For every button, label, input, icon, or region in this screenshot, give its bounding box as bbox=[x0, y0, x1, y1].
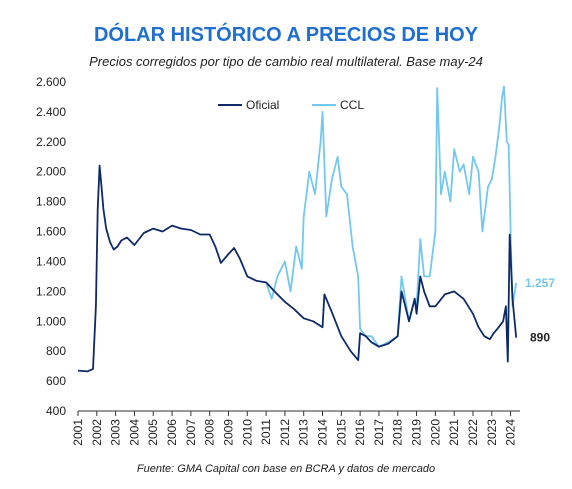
x-tick-label: 2009 bbox=[221, 419, 235, 446]
y-tick-label: 2.600 bbox=[36, 75, 66, 89]
x-tick-label: 2024 bbox=[504, 419, 518, 446]
x-tick-label: 2001 bbox=[71, 419, 85, 446]
y-tick-label: 2.200 bbox=[36, 135, 66, 149]
y-axis: 400 600 800 1.000 1.200 1.400 1.600 1.800 2.000 2… bbox=[36, 75, 66, 418]
y-tick-label: 2.000 bbox=[36, 165, 66, 179]
x-tick-label: 2019 bbox=[410, 419, 424, 446]
y-tick-label: 1.400 bbox=[36, 254, 66, 268]
x-tick-label: 2015 bbox=[334, 419, 348, 446]
x-tick-label: 2016 bbox=[353, 419, 367, 446]
x-tick-label: 2018 bbox=[391, 419, 405, 446]
x-tick-label: 2020 bbox=[428, 419, 442, 446]
y-tick-label: 600 bbox=[46, 374, 66, 388]
x-tick-label: 2012 bbox=[278, 419, 292, 446]
series-line-oficial bbox=[77, 164, 518, 373]
legend-label-oficial: Oficial bbox=[246, 98, 279, 112]
x-tick-label: 2010 bbox=[240, 419, 254, 446]
x-tick-label: 2022 bbox=[466, 419, 480, 446]
end-labels: 1.257 890 bbox=[525, 276, 555, 345]
series-line-ccl bbox=[265, 85, 518, 348]
y-tick-label: 400 bbox=[46, 404, 66, 418]
y-tick-label: 2.400 bbox=[36, 105, 66, 119]
x-tick-label: 2003 bbox=[109, 419, 123, 446]
x-tick-label: 2004 bbox=[127, 419, 141, 446]
chart-source: Fuente: GMA Capital con base en BCRA y d… bbox=[136, 463, 436, 475]
x-tick-label: 2008 bbox=[203, 419, 217, 446]
x-tick-label: 2002 bbox=[90, 419, 104, 446]
end-label-ccl: 1.257 bbox=[525, 276, 555, 290]
x-tick-label: 2017 bbox=[372, 419, 386, 446]
x-tick-label: 2023 bbox=[485, 419, 499, 446]
end-label-oficial: 890 bbox=[530, 331, 550, 345]
chart-subtitle: Precios corregidos por tipo de cambio re… bbox=[89, 54, 483, 69]
y-tick-label: 800 bbox=[46, 344, 66, 358]
x-axis: 2001 2002 2003 2004 2005 2006 2007 2008 2009 2010… bbox=[71, 410, 520, 446]
x-tick-label: 2006 bbox=[165, 419, 179, 446]
legend-label-ccl: CCL bbox=[340, 98, 364, 112]
x-tick-label: 2014 bbox=[316, 419, 330, 446]
series-lines bbox=[77, 85, 518, 373]
y-tick-label: 1.000 bbox=[36, 314, 66, 328]
x-tick-label: 2005 bbox=[146, 419, 160, 446]
y-tick-label: 1.600 bbox=[36, 225, 66, 239]
x-tick-label: 2013 bbox=[297, 419, 311, 446]
x-tick-label: 2021 bbox=[447, 419, 461, 446]
x-tick-label: 2011 bbox=[259, 419, 273, 445]
legend: Oficial CCL bbox=[218, 98, 364, 112]
x-tick-label: 2007 bbox=[184, 419, 198, 446]
y-tick-label: 1.800 bbox=[36, 195, 66, 209]
chart-title: DÓLAR HISTÓRICO A PRECIOS DE HOY bbox=[93, 24, 479, 46]
y-tick-label: 1.200 bbox=[36, 284, 66, 298]
